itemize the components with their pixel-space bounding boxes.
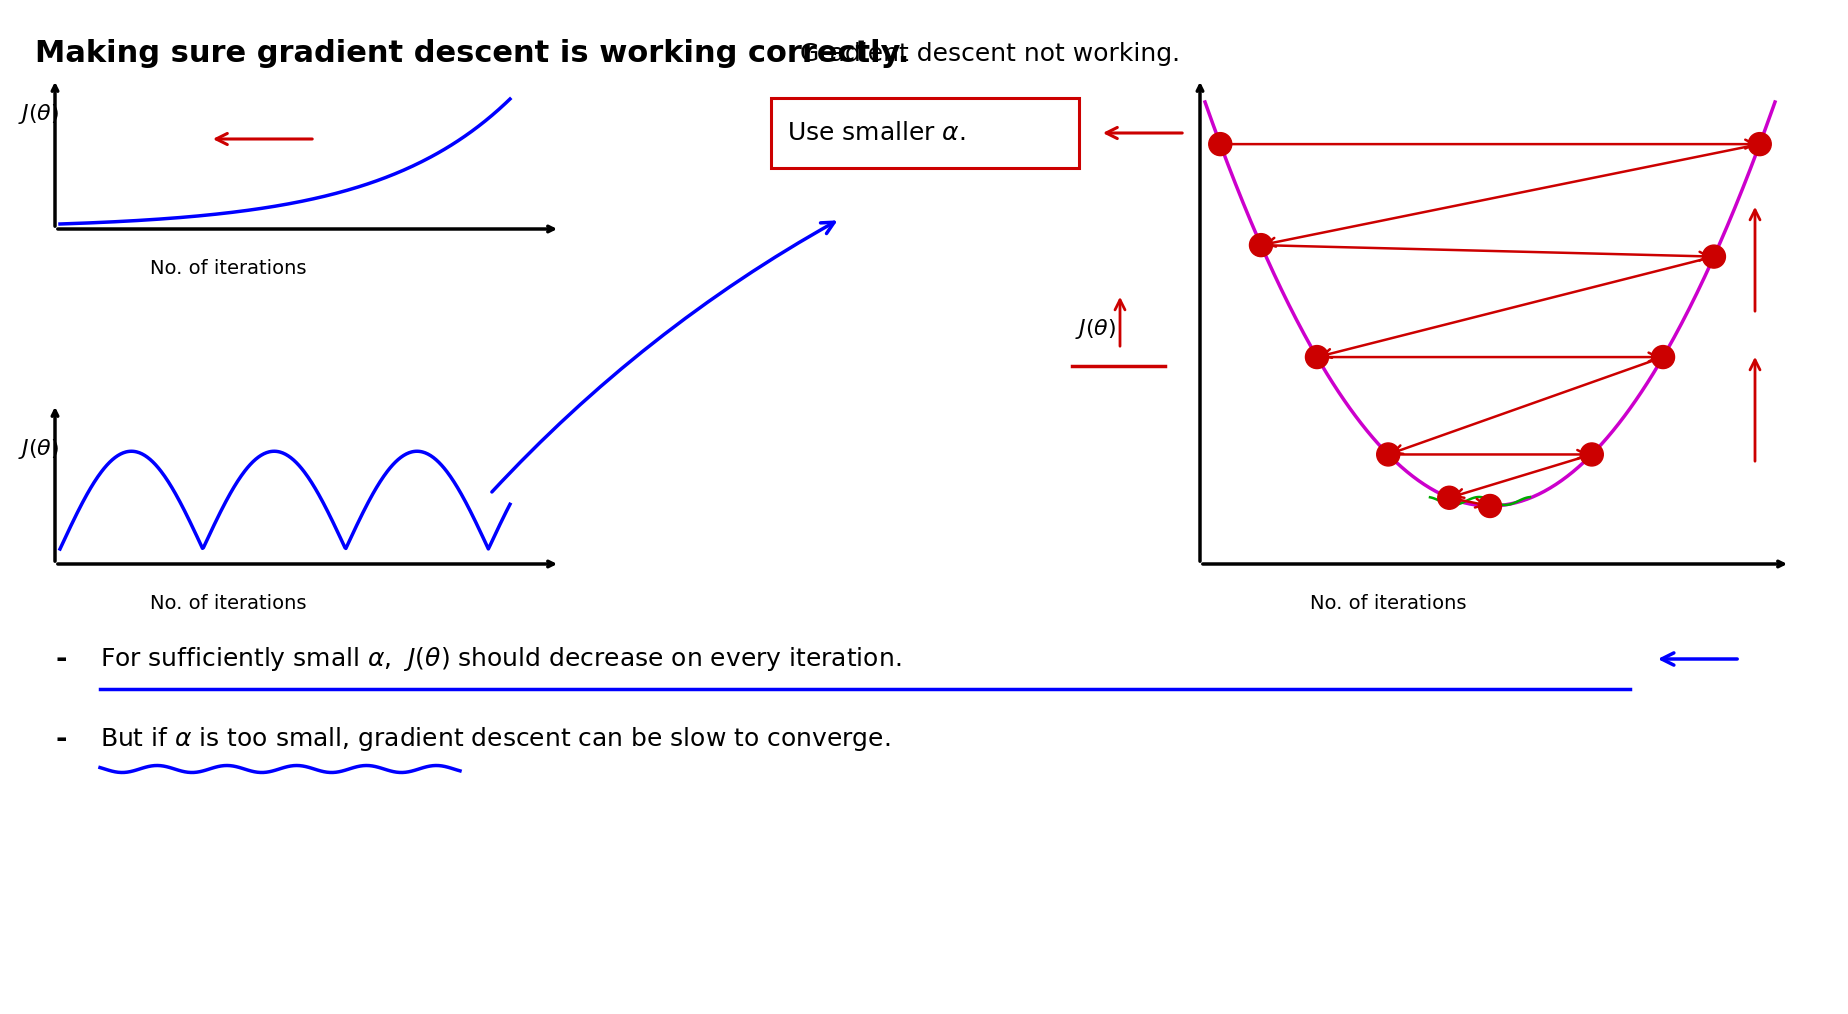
Text: No. of iterations: No. of iterations <box>150 594 307 613</box>
Text: No. of iterations: No. of iterations <box>1310 594 1467 613</box>
Text: No. of iterations: No. of iterations <box>150 259 307 278</box>
Text: -: - <box>55 725 67 753</box>
Text: Use smaller $\alpha$.: Use smaller $\alpha$. <box>787 121 965 145</box>
Circle shape <box>1249 233 1273 257</box>
Text: $J(\theta)$: $J(\theta)$ <box>18 102 59 126</box>
Circle shape <box>1438 487 1460 509</box>
Text: But if $\alpha$ is too small, gradient descent can be slow to converge.: But if $\alpha$ is too small, gradient d… <box>100 725 891 753</box>
Circle shape <box>1580 443 1604 466</box>
Text: -: - <box>55 645 67 673</box>
Circle shape <box>1209 133 1233 155</box>
Circle shape <box>1702 245 1726 268</box>
Text: Making sure gradient descent is working correctly.: Making sure gradient descent is working … <box>35 39 909 68</box>
Text: Gradient descent not working.: Gradient descent not working. <box>800 42 1181 66</box>
Circle shape <box>1478 495 1501 517</box>
Circle shape <box>1377 443 1399 466</box>
Text: $J(\theta)$: $J(\theta)$ <box>18 437 59 461</box>
Text: For sufficiently small $\alpha$,  $J(\theta)$ should decrease on every iteration: For sufficiently small $\alpha$, $J(\the… <box>100 645 902 673</box>
Circle shape <box>1652 346 1674 368</box>
FancyBboxPatch shape <box>771 98 1079 168</box>
Text: $J(\theta)$: $J(\theta)$ <box>1076 317 1116 341</box>
Circle shape <box>1305 346 1329 368</box>
Circle shape <box>1748 133 1770 155</box>
